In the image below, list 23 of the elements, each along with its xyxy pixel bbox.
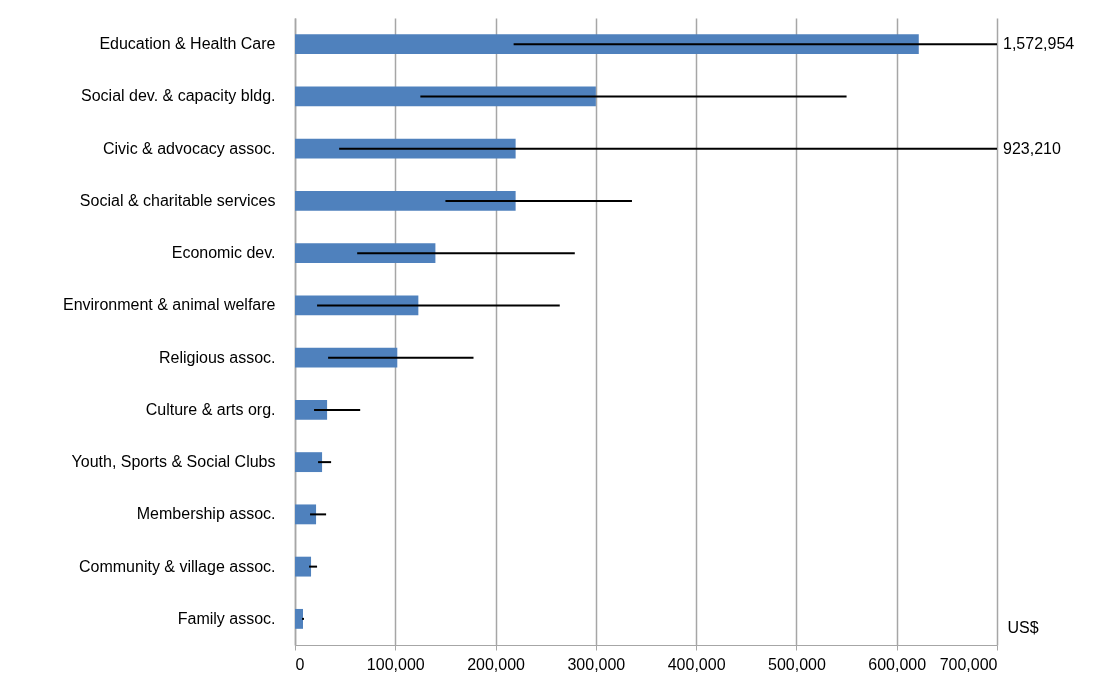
y-tick-label: Civic & advocacy assoc. [102,139,276,157]
y-tick-label: Youth, Sports & Social Clubs [71,453,276,471]
y-tick-label: Religious assoc. [159,348,276,366]
x-tick-label: 700,000 [939,655,998,673]
annotation: 1,572,954 [1003,35,1075,53]
x-tick-label: 300,000 [567,655,626,673]
y-tick-label: Environment & animal welfare [62,296,276,314]
y-tick-label: Family assoc. [177,609,276,627]
x-tick-label: 200,000 [467,655,526,673]
y-tick-label: Membership assoc. [136,505,276,523]
x-tick-label: 0 [295,655,305,673]
y-tick-label: Social & charitable services [79,191,276,209]
annotation: 923,210 [1003,139,1061,157]
x-tick-label: 400,000 [667,655,726,673]
x-tick-label: 600,000 [868,655,927,673]
y-tick-label: Social dev. & capacity bldg. [81,87,276,105]
y-tick-label: Culture & arts org. [145,400,276,418]
x-tick-label: 500,000 [768,655,826,673]
y-tick-label: Community & village assoc. [78,557,276,575]
y-tick-label: Education & Health Care [99,35,276,53]
y-tick-label: Economic dev. [171,244,276,262]
x-axis-title: US$ [1007,618,1039,636]
x-tick-label: 100,000 [366,655,425,673]
